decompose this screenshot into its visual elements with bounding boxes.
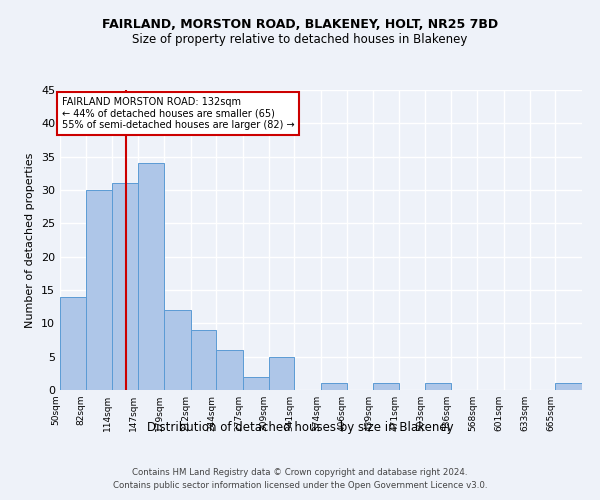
Y-axis label: Number of detached properties: Number of detached properties (25, 152, 35, 328)
Bar (86, 190, 112, 390)
Bar (556, 384, 582, 390)
Text: FAIRLAND MORSTON ROAD: 132sqm
← 44% of detached houses are smaller (65)
55% of s: FAIRLAND MORSTON ROAD: 132sqm ← 44% of d… (62, 96, 294, 130)
Bar (138, 164, 164, 390)
Bar (373, 384, 399, 390)
Text: Size of property relative to detached houses in Blakeney: Size of property relative to detached ho… (133, 32, 467, 46)
Bar (321, 384, 347, 390)
Bar (243, 376, 269, 390)
Bar (164, 310, 191, 390)
Text: FAIRLAND, MORSTON ROAD, BLAKENEY, HOLT, NR25 7BD: FAIRLAND, MORSTON ROAD, BLAKENEY, HOLT, … (102, 18, 498, 30)
Bar (269, 356, 295, 390)
Bar (112, 184, 138, 390)
Text: Distribution of detached houses by size in Blakeney: Distribution of detached houses by size … (146, 421, 454, 434)
Text: Contains HM Land Registry data © Crown copyright and database right 2024.: Contains HM Land Registry data © Crown c… (132, 468, 468, 477)
Bar (425, 384, 451, 390)
Bar (191, 330, 216, 390)
Text: Contains public sector information licensed under the Open Government Licence v3: Contains public sector information licen… (113, 482, 487, 490)
Bar (60, 296, 86, 390)
Bar (216, 350, 243, 390)
